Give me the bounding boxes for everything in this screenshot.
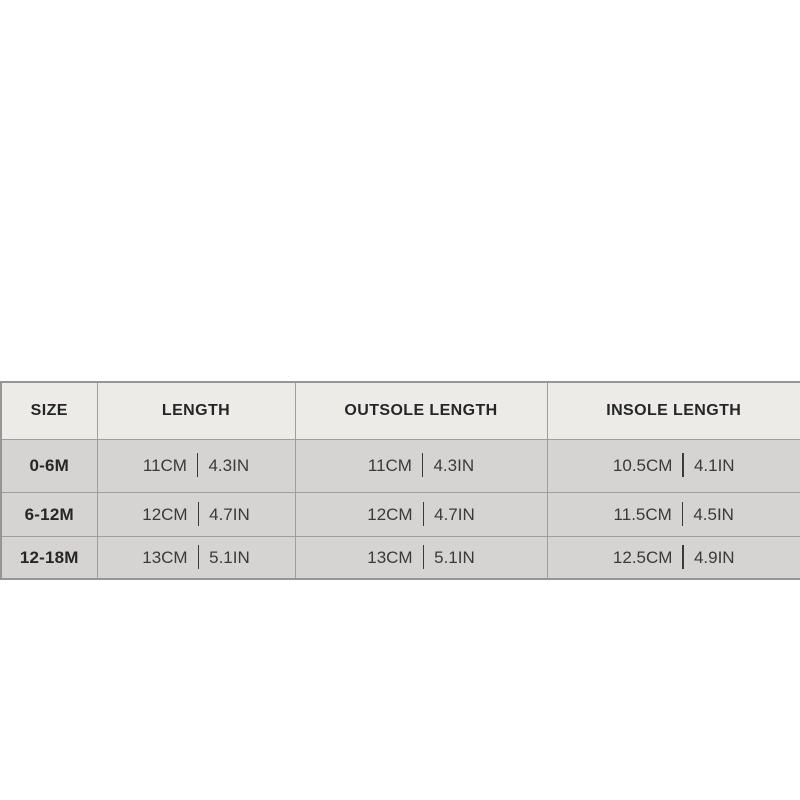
column-header-length: LENGTH bbox=[96, 381, 296, 440]
insole-cm-value: 10.5CM bbox=[612, 456, 673, 475]
insole-cm-value: 12.5CM bbox=[612, 547, 673, 567]
value-separator bbox=[422, 501, 425, 526]
column-header-size: SIZE bbox=[0, 381, 98, 440]
outsole-cm-value: 11CM bbox=[367, 456, 412, 475]
size-cell: 12-18M bbox=[0, 536, 98, 580]
size-chart-table: SIZE LENGTH OUTSOLE LENGTH INSOLE LENGTH… bbox=[0, 381, 800, 580]
value-separator bbox=[682, 544, 684, 569]
table-row: 12-18M 13CM 5.1IN 13CM 5.1IN 12.5CM 4.9IN bbox=[0, 536, 800, 580]
length-cm-value: 11CM bbox=[142, 456, 187, 475]
value-separator bbox=[681, 501, 684, 526]
insole-length-cell: 10.5CM 4.1IN bbox=[546, 439, 800, 493]
length-cell: 11CM 4.3IN bbox=[96, 439, 296, 493]
header-row: SIZE LENGTH OUTSOLE LENGTH INSOLE LENGTH bbox=[0, 381, 800, 440]
length-cm-value: 12CM bbox=[142, 504, 188, 524]
insole-in-value: 4.5IN bbox=[693, 504, 734, 524]
outsole-in-value: 4.7IN bbox=[434, 504, 475, 524]
outsole-length-cell: 13CM 5.1IN bbox=[294, 536, 548, 580]
column-header-insole-length: INSOLE LENGTH bbox=[546, 381, 800, 440]
outsole-in-value: 5.1IN bbox=[434, 547, 475, 567]
value-separator bbox=[197, 544, 200, 569]
outsole-cm-value: 12CM bbox=[367, 504, 413, 524]
insole-length-cell: 11.5CM 4.5IN bbox=[546, 492, 800, 537]
length-in-value: 4.3IN bbox=[208, 456, 250, 475]
outsole-cm-value: 13CM bbox=[367, 547, 413, 567]
size-cell: 6-12M bbox=[0, 492, 98, 537]
column-header-outsole-length: OUTSOLE LENGTH bbox=[294, 381, 548, 440]
value-separator bbox=[196, 453, 199, 477]
insole-in-value: 4.1IN bbox=[693, 456, 735, 475]
insole-in-value: 4.9IN bbox=[693, 547, 735, 567]
length-in-value: 4.7IN bbox=[209, 504, 250, 524]
insole-length-cell: 12.5CM 4.9IN bbox=[546, 536, 800, 580]
value-separator bbox=[197, 501, 200, 526]
table-row: 0-6M 11CM 4.3IN 11CM 4.3IN 10.5CM 4.1IN bbox=[0, 439, 800, 493]
outsole-length-cell: 12CM 4.7IN bbox=[294, 492, 548, 537]
size-cell: 0-6M bbox=[0, 439, 98, 493]
insole-cm-value: 11.5CM bbox=[613, 504, 672, 524]
value-separator bbox=[421, 453, 424, 477]
length-cm-value: 13CM bbox=[142, 547, 188, 567]
table-row: 6-12M 12CM 4.7IN 12CM 4.7IN 11.5CM 4.5IN bbox=[0, 492, 800, 537]
outsole-in-value: 4.3IN bbox=[433, 456, 475, 475]
outsole-length-cell: 11CM 4.3IN bbox=[294, 439, 548, 493]
length-cell: 13CM 5.1IN bbox=[96, 536, 296, 580]
value-separator bbox=[422, 544, 425, 569]
length-in-value: 5.1IN bbox=[209, 547, 250, 567]
value-separator bbox=[682, 453, 684, 477]
length-cell: 12CM 4.7IN bbox=[96, 492, 296, 537]
